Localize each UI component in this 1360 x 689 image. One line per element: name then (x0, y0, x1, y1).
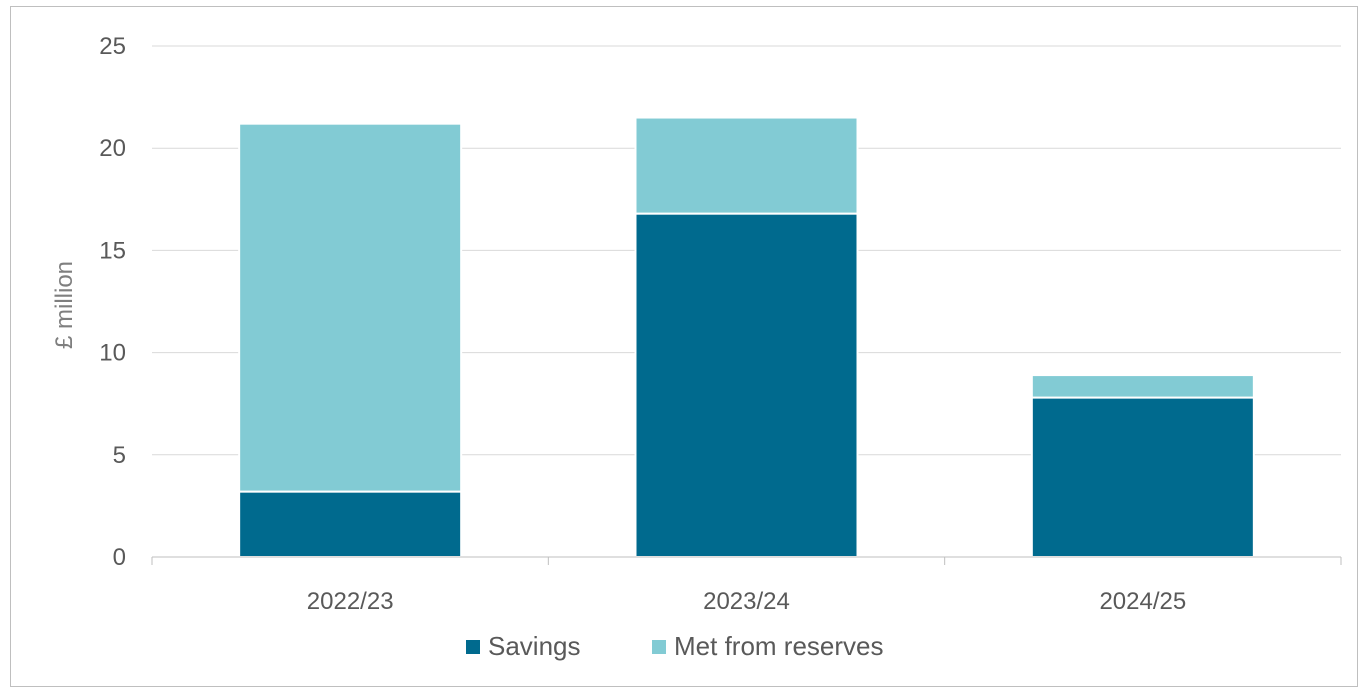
bar-met-from-reserves-2022-23 (238, 122, 463, 493)
x-tick-label: 2022/23 (307, 588, 394, 615)
y-tick-label: 5 (113, 442, 126, 469)
x-tick-labels: 2022/23 2023/24 2024/25 (307, 588, 1186, 615)
y-tick-label: 25 (99, 33, 126, 60)
legend-item-met-from-reserves: Met from reserves (652, 631, 884, 661)
bar-met-from-reserves-2023-24 (634, 116, 859, 215)
bar-savings-2022-23 (238, 490, 463, 559)
y-axis-title: £ million (51, 261, 78, 349)
x-tick-label: 2024/25 (1099, 588, 1186, 615)
bar-savings-2024-25 (1030, 396, 1255, 558)
y-tick-label: 20 (99, 135, 126, 162)
legend-label: Met from reserves (674, 631, 884, 661)
y-tick-label: 15 (99, 237, 126, 264)
legend-item-savings: Savings (466, 631, 581, 661)
y-tick-label: 0 (113, 544, 126, 571)
bar-savings-2023-24 (634, 212, 859, 558)
bars (238, 116, 1255, 559)
bar-met-from-reserves-2024-25 (1030, 374, 1255, 399)
legend-swatch (652, 640, 666, 654)
y-tick-label: 10 (99, 340, 126, 367)
legend-swatch (466, 640, 480, 654)
y-tick-labels: 0 5 10 15 20 25 (99, 33, 126, 571)
legend: Savings Met from reserves (466, 631, 884, 661)
axes (151, 556, 1342, 565)
legend-label: Savings (488, 631, 581, 661)
x-tick-label: 2023/24 (703, 588, 790, 615)
